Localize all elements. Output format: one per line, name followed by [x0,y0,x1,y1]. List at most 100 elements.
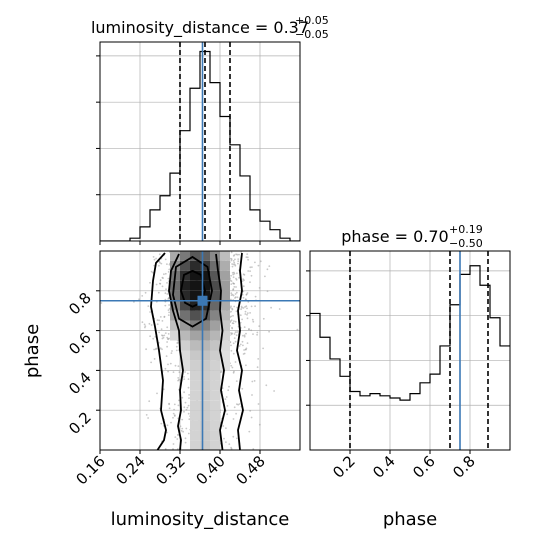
x-tick-label-luminosity-distance: 0.16 [72,452,108,488]
sample-point [156,392,158,395]
sample-point [152,256,155,258]
phase-title-sub: −0.50 [449,237,483,250]
sample-point [164,448,167,450]
density-cell [200,390,210,401]
sample-point [225,396,228,398]
sample-point [145,348,148,351]
sample-point [176,438,179,440]
contour-line [236,252,244,450]
density-cell [190,310,200,321]
density-cell [220,360,230,371]
sample-point [264,275,266,278]
sample-point [161,285,164,288]
sample-point [168,263,171,266]
sample-point [248,430,251,433]
sample-point [225,427,227,430]
sample-point [237,258,240,260]
sample-point [164,332,167,334]
sample-point [185,427,188,430]
sample-point [187,386,190,389]
density-cell [200,420,210,431]
sample-point [254,261,256,264]
density-cell [210,280,220,291]
sample-point [225,441,227,443]
sample-point [183,406,186,409]
sample-point [245,364,247,367]
density-cell [210,270,220,281]
sample-point [167,277,170,280]
sample-point [148,322,151,325]
luminosity-distance-title-sup: +0.05 [295,14,329,27]
sample-point [251,318,254,321]
sample-point [222,425,225,427]
sample-point [148,400,151,403]
sample-point [257,403,260,405]
sample-point [273,390,275,392]
x-tick-label-luminosity-distance: 0.40 [192,452,228,488]
density-cell [170,290,180,301]
panel-frame [99,41,301,242]
sample-point [242,290,245,293]
sample-point [235,291,238,294]
sample-point [247,270,250,272]
sample-point [239,314,242,317]
y-tick-label-phase: 0.4 [65,369,95,399]
sample-point [174,364,177,367]
sample-point [181,418,184,421]
sample-point [167,314,170,316]
sample-point [235,277,237,280]
sample-point [233,263,236,266]
sample-point [230,448,233,450]
density-cell [200,400,210,411]
density-cell [210,420,220,431]
density-cell [200,310,210,321]
x-axis-label-luminosity-distance: luminosity_distance [111,509,290,530]
sample-point [164,272,167,275]
contour-line [172,255,213,328]
sample-point [238,345,241,347]
sample-point [229,306,232,309]
sample-point [184,371,187,373]
sample-point [266,290,269,293]
sample-point [141,321,144,324]
sample-point [170,421,172,424]
sample-point [170,352,173,354]
density-cell [210,251,220,261]
density-cell [190,420,200,431]
density-cell [180,300,190,311]
sample-point [141,295,144,297]
density-cell [180,260,190,271]
sample-point [187,412,190,415]
sample-point [242,285,245,288]
density-cell [190,280,200,291]
sample-point [161,320,164,322]
sample-point [158,331,161,334]
density-cell [220,310,230,321]
sample-point [252,448,255,450]
x-tick-label-luminosity-distance: 0.24 [112,452,148,488]
sample-point [153,348,156,351]
luminosity-distance-title-sub: −0.05 [295,28,329,41]
sample-point [252,333,254,335]
sample-point [168,304,171,306]
sample-point [246,313,248,316]
sample-point [229,257,232,260]
sample-point [236,437,238,440]
sample-point [252,320,255,323]
sample-point [161,337,164,340]
sample-point [251,394,253,396]
sample-point [171,350,173,352]
sample-point [226,413,229,416]
sample-point [230,349,233,352]
sample-point [161,348,163,351]
density-cell [190,410,200,421]
phase-histogram-panel [306,250,511,454]
sample-point [232,255,235,257]
sample-point [158,319,161,322]
sample-point [153,358,156,360]
density-cell [210,430,220,440]
density-cell [200,251,210,261]
sample-point [228,385,230,388]
sample-point [166,293,169,295]
